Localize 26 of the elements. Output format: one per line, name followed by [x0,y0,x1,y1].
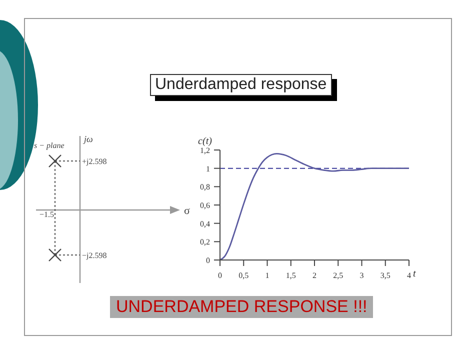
text: UNDERDAMPED RESPONSE !!! [110,296,374,318]
x-axis-title: t [413,268,416,280]
y-tick-label: 0,2 [200,238,210,247]
y-tick-label: 1,2 [200,146,210,155]
y-tick-label: 1 [206,164,210,174]
x-tick-label: 2 [312,271,316,280]
x-tick-label: 0,5 [238,271,249,280]
y-axis-title: c(t) [198,136,213,147]
text: jω [83,134,93,144]
text: −1.5 [39,210,54,219]
y-tick-label: 0,8 [200,182,210,192]
text: σ [184,205,190,217]
y-tick-label: 0,4 [200,219,210,228]
x-tick-label: 2,5 [333,271,344,280]
x-tick-label: 4 [407,271,411,280]
text: −j2.598 [82,251,107,260]
y-tick-label: 0,6 [200,201,210,210]
y-tick-label: 0 [206,256,210,265]
chart-title: Underdamped response [150,74,332,96]
x-tick-label: 1,5 [286,271,296,280]
x-tick-label: 0 [218,271,222,280]
x-tick-label: 3 [360,271,364,280]
x-tick-label: 1 [265,271,270,280]
text: +j2.598 [82,157,107,166]
text: s − plane [34,141,65,150]
x-tick-label: 3,5 [380,271,390,280]
